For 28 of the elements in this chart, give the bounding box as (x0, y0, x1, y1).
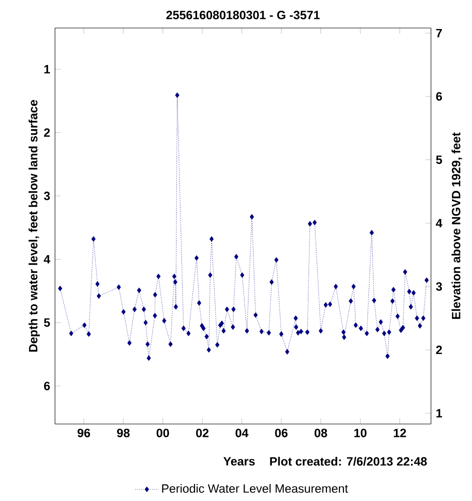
y-tick-label: 1 (44, 65, 50, 74)
y-tick-label: 3 (44, 192, 50, 200)
x-tick-label: 98 (117, 428, 130, 438)
y2-axis-title: Elevation above NGVD 1929, feet (452, 132, 462, 319)
x-tick-label: 00 (156, 428, 170, 438)
y2-tick-label: 3 (436, 282, 442, 291)
y2-tick-label: 4 (436, 219, 442, 228)
y2-tick-label: 1 (436, 409, 442, 418)
x-tick-label: 08 (314, 428, 328, 438)
x-tick-label: 12 (394, 428, 406, 438)
chart-title: 255616080180301 - G -3571 (166, 10, 320, 20)
x-axis-title: Years (223, 457, 255, 466)
y2-tick-label: 5 (436, 156, 442, 164)
y-tick-label: 5 (44, 318, 50, 327)
x-tick-label: 10 (354, 428, 366, 438)
y2-tick-label: 7 (436, 28, 442, 38)
x-tick-label: 04 (236, 428, 248, 438)
text: Plot created: 7/6/2013 22:48 (270, 456, 427, 466)
y2-tick-label: 6 (436, 92, 442, 101)
y-axis-title: Depth to water level, feet below land surface (28, 100, 40, 352)
y2-tick-label: 2 (436, 346, 442, 354)
x-tick-label: 96 (78, 428, 90, 438)
y-tick-label: 4 (44, 255, 50, 264)
legend-label: Periodic Water Level Measurement (162, 484, 348, 493)
x-tick-label: 02 (196, 428, 208, 438)
y-tick-label: 2 (44, 128, 50, 137)
x-tick-label: 06 (275, 428, 288, 438)
y-tick-label: 6 (44, 382, 50, 390)
